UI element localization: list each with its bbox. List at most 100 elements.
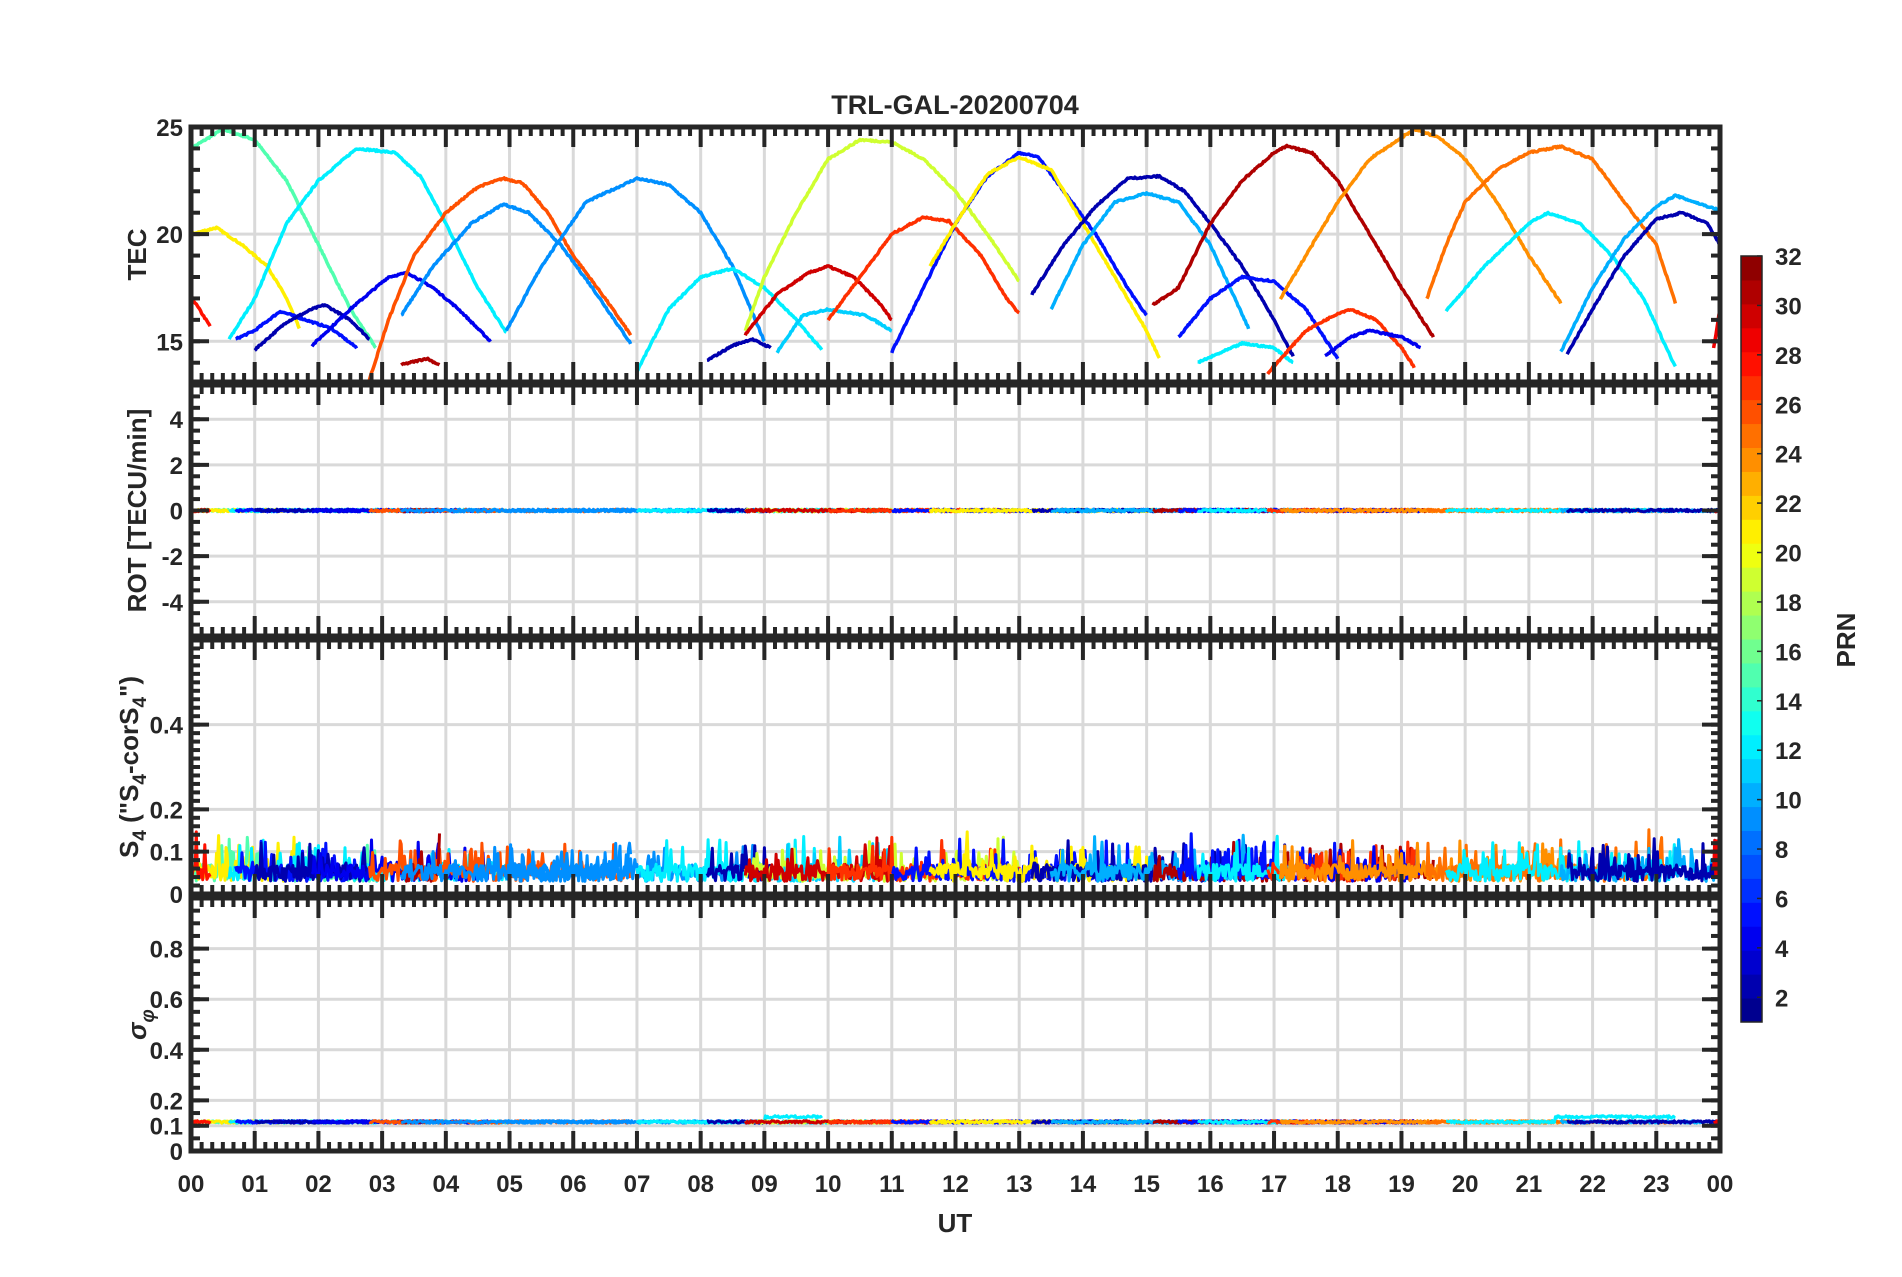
colorbar-segment [1741,591,1762,616]
tec-series-prn-31 [400,356,441,367]
colorbar-segment [1741,686,1762,712]
y-axis-label-part: S [114,841,144,858]
colorbar-segment [1741,734,1762,760]
y-axis-label-part: 4 [130,830,151,841]
colorbar-segment [1741,447,1762,472]
x-tick-label: 03 [369,1171,396,1198]
tec-series-prn-10 [1559,193,1720,353]
tec-series-prn-30 [743,264,893,337]
colorbar-tick-label: 28 [1775,343,1802,370]
colorbar-segment [1741,471,1762,496]
tec-series-prn-12 [635,266,824,373]
axes-box [188,895,1723,1154]
x-tick-label: 15 [1133,1171,1160,1198]
series-group [191,1114,1720,1125]
sigma-series-prn-28 [191,1119,212,1125]
y-tick-label: 0.4 [150,713,184,740]
y-axis-label-part: σ [122,1021,152,1040]
colorbar-segment [1741,543,1762,568]
tec-series-prn-31 [1151,143,1435,338]
y-axis-label-part: 4 [130,697,151,708]
y-tick-label: 0 [170,1139,183,1166]
x-tick-label: 01 [241,1171,268,1198]
x-tick-label: 07 [624,1171,651,1198]
tec-series-prn-15 [191,127,377,349]
colorbar-label: PRN [1831,613,1861,668]
colorbar-tick-label: 2 [1775,985,1788,1012]
colorbar-tick-label: 16 [1775,639,1802,666]
colorbar-segment [1741,902,1762,927]
axes-box [188,124,1723,385]
y-axis-label: S4 ("S4-corS4") [114,676,151,858]
colorbar-segment [1741,519,1762,544]
x-tick-label: 19 [1388,1171,1415,1198]
tec-series-prn-24 [1278,127,1563,305]
colorbar-tick-label: 8 [1775,837,1788,864]
tec-series-prn-2 [706,337,772,363]
y-tick-label: 25 [156,115,183,142]
s4-series-prn-2 [1566,837,1720,883]
y-axis-label-part: ") [114,676,144,697]
colorbar-segment [1741,854,1762,879]
y-tick-label: 2 [170,453,183,480]
x-tick-label: 14 [1070,1171,1097,1198]
colorbar-tick-label: 12 [1775,738,1802,765]
tec-series-prn-21 [928,155,1161,359]
y-tick-label: 0.2 [150,1088,183,1115]
tec-series-prn-9 [400,202,633,345]
tec-series-prn-12 [1196,340,1294,365]
x-tick-label: 05 [496,1171,523,1198]
x-axis-label: UT [938,1208,973,1238]
tec-series-prn-25 [1425,144,1678,304]
colorbar-segment [1741,256,1762,281]
y-axis-label: ROT [TECU/min] [122,409,152,613]
colorbar-segment [1741,662,1762,688]
series-group [191,507,1720,514]
panel-sigma: 00.10.2 0.4 0.6 0.8 σφ [122,895,1723,1166]
panel-rot: -4 -2 0 2 4 ROT [TECU/min] [122,382,1723,639]
tec-series-prn-5 [1177,274,1340,360]
sigma-series-prn-2 [1566,1119,1720,1125]
colorbar-segment [1741,782,1762,808]
x-tick-label: 09 [751,1171,778,1198]
tec-series-prn-5 [890,150,1148,354]
colorbar-segment [1741,830,1762,855]
x-tick-label: 13 [1006,1171,1033,1198]
tec-series-prn-4 [1324,328,1422,358]
tec-series-prn-10 [1049,191,1251,330]
colorbar-segment [1741,806,1762,831]
colorbar-segment [1741,279,1762,305]
x-tick-label: 20 [1452,1171,1479,1198]
tec-series-prn-27 [826,215,1020,322]
x-tick-label: 16 [1197,1171,1224,1198]
x-tick-label: 12 [942,1171,969,1198]
y-tick-label: 20 [156,222,183,249]
colorbar-segment [1741,758,1762,784]
colorbar-segment [1741,974,1762,999]
y-tick-label: -4 [162,590,184,617]
y-tick-label: 4 [170,407,184,434]
colorbar-segment [1741,399,1762,425]
y-axis-label-part: -corS [114,708,144,774]
panel-tec: 15 20 25 TEC [122,115,1723,385]
x-tick-label: 00 [1707,1171,1734,1198]
colorbar-tick-label: 22 [1775,491,1802,518]
colorbar-tick-label: 14 [1775,689,1802,716]
colorbar-segment [1741,423,1762,448]
tec-series-prn-4 [310,270,492,348]
x-tick-label: 02 [305,1171,332,1198]
x-tick-label: 00 [178,1171,205,1198]
series-group [191,127,1720,381]
colorbar-tick-label: 24 [1775,442,1802,469]
colorbar-segment [1741,351,1762,377]
series-group [191,828,1720,883]
s4-series-prn-9 [504,841,766,883]
y-tick-label: 0.1 [150,1114,183,1141]
colorbar-tick-label: 6 [1775,886,1788,913]
colorbar-segment [1741,375,1762,401]
colorbar-segment [1741,567,1762,592]
x-tick-label: 04 [432,1171,459,1198]
y-tick-label: -2 [162,544,183,571]
